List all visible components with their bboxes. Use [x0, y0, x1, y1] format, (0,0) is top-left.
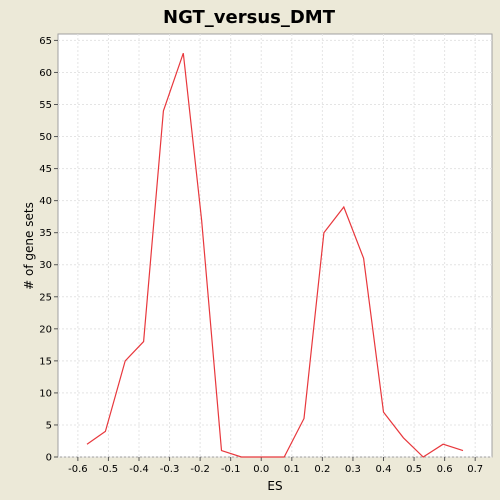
x-axis-label: ES — [267, 479, 282, 493]
y-tick-label: 5 — [46, 420, 52, 431]
y-tick-label: 60 — [39, 68, 52, 79]
x-tick-label: 0.2 — [314, 464, 330, 475]
x-tick-label: 0.4 — [376, 464, 392, 475]
x-tick-label: -0.2 — [190, 464, 210, 475]
x-tick-label: 0.0 — [253, 464, 269, 475]
x-tick-label: -0.3 — [160, 464, 180, 475]
y-tick-label: 20 — [39, 324, 52, 335]
y-tick-label: 30 — [39, 260, 52, 271]
series-line — [86, 53, 464, 458]
y-tick-label: 40 — [39, 196, 52, 207]
y-tick-label: 65 — [39, 36, 52, 47]
series — [86, 53, 464, 458]
x-tick-label: -0.4 — [129, 464, 149, 475]
x-tick-label: 0.1 — [284, 464, 300, 475]
x-tick-label: 0.3 — [345, 464, 361, 475]
x-tick-label: 0.5 — [406, 464, 422, 475]
y-tick-label: 45 — [39, 164, 52, 175]
x-tick-label: -0.5 — [99, 464, 119, 475]
plot-area — [57, 33, 493, 458]
y-tick-label: 50 — [39, 132, 52, 143]
chart-title: NGT_versus_DMT — [163, 7, 336, 28]
y-tick-label: 35 — [39, 228, 52, 239]
y-tick-label: 10 — [39, 388, 52, 399]
y-tick-label: 0 — [46, 453, 52, 464]
y-tick-label: 25 — [39, 292, 52, 303]
x-tick-label: 0.6 — [437, 464, 453, 475]
y-tick-label: 15 — [39, 356, 52, 367]
x-tick-label: 0.7 — [467, 464, 483, 475]
y-axis-label: # of gene sets — [22, 202, 36, 290]
axes: -0.6 -0.5 -0.4 -0.3 -0.2 -0.1 0.0 0.1 0.2 0.3 0.4 0… — [39, 36, 483, 475]
y-tick-label: 55 — [39, 100, 52, 111]
x-tick-label: -0.1 — [221, 464, 241, 475]
x-tick-label: -0.6 — [68, 464, 88, 475]
